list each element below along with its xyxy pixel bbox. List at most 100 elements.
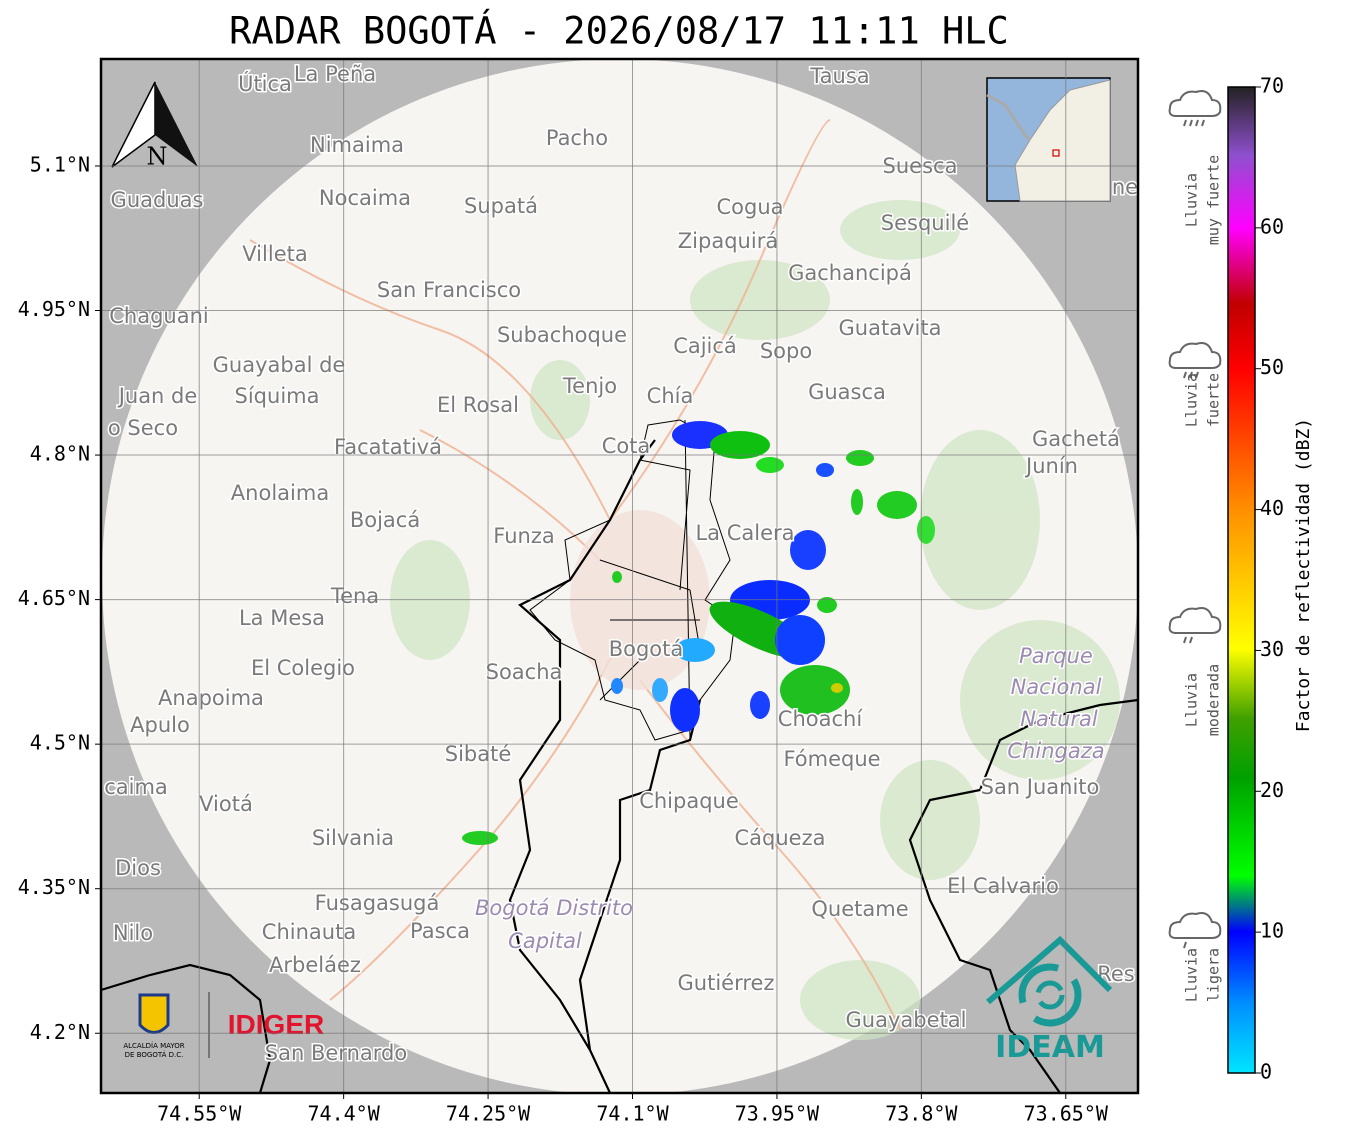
place-label: Bogotá Distrito [475,896,633,920]
alcaldia-line: ALCALDÍA MAYOR [123,1041,184,1050]
place-label: El Calvario [947,874,1059,898]
place-label: Útica [238,71,292,96]
place-label: Gachetá [1032,427,1120,451]
place-label: Guaduas [111,188,204,212]
place-label: Fómeque [783,747,880,771]
x-tick-label: 73.8°W [885,1102,958,1126]
map [101,59,1138,1093]
x-tick-label: 74.25°W [446,1102,531,1126]
rain-category: Lluvia [1183,173,1201,227]
place-label: Gutiérrez [678,971,775,995]
rain-icon [1168,90,1222,127]
place-label: Sesquilé [881,211,969,235]
place-label: El Rosal [437,393,519,417]
ideam-logo: IDEAM [995,1030,1105,1065]
place-label: Silvania [312,826,394,850]
place-label: Chingaza [1007,739,1104,763]
place-label: Parque [1019,644,1093,668]
colorbar-tick-label: 50 [1260,355,1284,379]
rain-icon [1168,342,1222,379]
graticule [101,59,1138,1093]
place-label: Pasca [410,919,470,943]
colorbar-label: Factor de reflectividad (dBZ) [1293,418,1314,732]
rain-category: moderada [1205,664,1223,736]
place-label: Juan de [117,384,198,408]
place-label: Cáqueza [735,826,826,850]
drop [1195,371,1199,379]
y-tick-label: 4.95°N [18,297,90,321]
place-label: Pacho [546,126,608,150]
x-tick-label: 73.65°W [1024,1102,1109,1126]
place-label: Zipaquirá [678,229,778,253]
y-tick-label: 4.35°N [18,875,90,899]
place-label: Quetame [811,897,908,921]
place-label: Nilo [113,921,153,945]
place-label: Soacha [486,660,563,684]
place-label: Cogua [716,195,783,219]
y-tick-label: 4.5°N [30,731,90,755]
rain-category: Lluvia [1183,948,1201,1002]
department-boundaries [101,439,1138,1093]
drop [1189,371,1193,379]
rain-category: Lluvia [1183,673,1201,727]
place-label: Choachí [778,707,864,731]
rain-category: Lluvia [1183,373,1201,427]
drop [1183,941,1187,949]
colorbar-tick-label: 60 [1260,214,1284,238]
place-labels: Útica La Peña TausaPachoNimaimaSuescaGuadu… [103,61,1138,1067]
place-label: Supatá [464,194,538,218]
plot-frame [99,57,1140,1095]
cloud [1168,342,1222,369]
colorbar-tick-label: 30 [1260,637,1284,661]
colorbar-tick-label: 40 [1260,496,1284,520]
place-label: San Francisco [377,278,521,302]
place-label: Síquima [235,384,320,408]
logos: ALCALDÍA MAYOR DE BOGOTÁ D.C. IDIGER IDE… [123,935,1113,1065]
place-label: Nimaima [310,133,404,157]
place-label: Sibaté [445,742,512,766]
ideam-roof [986,935,1113,1005]
place-label: Anolaima [231,481,329,505]
place-label: Bojacá [350,508,420,532]
drop [1183,636,1187,644]
cloud [1168,607,1222,634]
place-label: Guatavita [839,316,942,340]
place-label: La Mesa [239,606,325,630]
x-tick-label: 74.55°W [157,1102,242,1126]
y-tick-label: 5.1°N [30,152,90,176]
place-label: Nacional [1011,675,1102,699]
district-boundaries [529,419,736,741]
place-label: Capital [508,929,582,953]
drop [1195,119,1199,127]
place-label: San Bernardo [265,1041,407,1065]
place-label: Junín [1024,454,1078,478]
north-label: N [147,143,168,171]
idiger-logo: IDIGER [228,1009,324,1040]
y-tick-label: 4.65°N [18,586,90,610]
place-label: Tenjo [562,374,617,398]
place-label: ne [1112,175,1138,199]
place-label: Natural [1020,707,1098,731]
place-label: Chinauta [262,920,356,944]
colorbar-tick-label: 20 [1260,778,1284,802]
y-tick-label: 4.8°N [30,442,90,466]
place-label: Chía [647,384,694,408]
drop [1201,119,1205,127]
drop [1183,119,1187,127]
place-label: Guayabetal [846,1008,967,1032]
place-label: Bogotá [609,637,684,661]
alcaldia-shield [138,993,170,1034]
place-label: La Peña [294,62,376,86]
place-label: Tena [330,584,379,608]
place-label: Cajicá [673,334,737,358]
place-label: Gachancipá [788,261,912,285]
roads [249,119,901,1031]
place-label: Fusagasugá [315,891,440,915]
title: RADAR BOGOTÁ - 2026/08/17 11:11 HLC [229,9,1009,53]
place-label: Villeta [242,242,307,266]
place-label: Tausa [809,64,869,88]
colorbar-tick-label: 70 [1260,74,1284,98]
rain-category: fuerte [1205,373,1223,427]
place-label: Viotá [199,792,253,816]
